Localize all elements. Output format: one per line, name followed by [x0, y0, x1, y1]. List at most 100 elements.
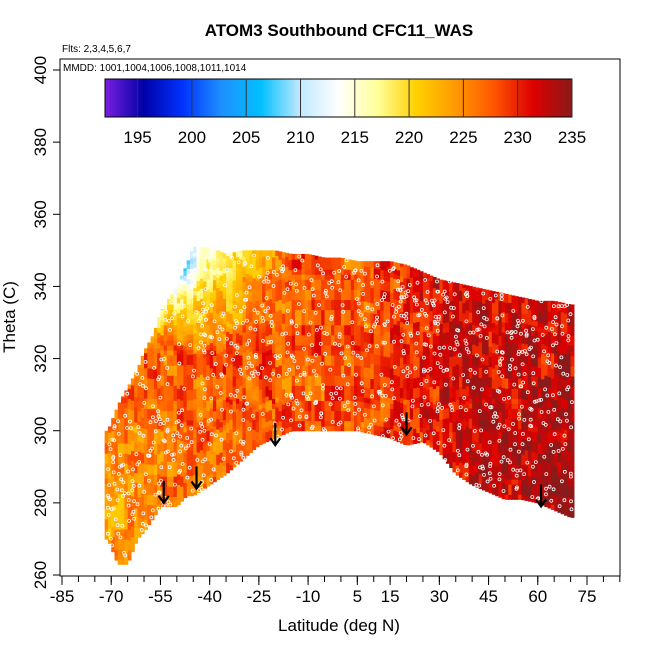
heatmap-cell: [488, 326, 493, 332]
heatmap-cell: [206, 430, 211, 436]
heatmap-cell: [193, 277, 198, 284]
heatmap-cell: [436, 319, 440, 326]
heatmap-cell: [518, 307, 522, 313]
heatmap-cell: [459, 300, 463, 307]
heatmap-cell: [124, 427, 129, 434]
heatmap-cell: [377, 278, 381, 285]
heatmap-cell: [196, 335, 201, 342]
heatmap-cell: [183, 310, 188, 317]
heatmap-cell: [203, 397, 207, 403]
heatmap-cell: [399, 341, 404, 348]
heatmap-cell: [121, 523, 125, 530]
heatmap-cell: [235, 272, 240, 278]
heatmap-cell: [524, 454, 529, 461]
heatmap-cell: [488, 411, 493, 418]
heatmap-cell: [216, 383, 221, 390]
heatmap-cell: [249, 406, 253, 413]
heatmap-cell: [229, 419, 234, 425]
heatmap-cell: [255, 416, 260, 422]
heatmap-cell: [508, 489, 513, 495]
heatmap-cell: [288, 284, 293, 291]
heatmap-cell: [514, 398, 519, 404]
heatmap-cell: [357, 385, 362, 392]
heatmap-cell: [521, 469, 526, 475]
heatmap-cell: [350, 349, 355, 356]
heatmap-cell: [278, 380, 283, 386]
heatmap-cell: [229, 388, 234, 395]
heatmap-cell: [183, 280, 188, 286]
heatmap-cell: [422, 397, 427, 403]
heatmap-cell: [495, 440, 500, 446]
heatmap-cell: [153, 337, 158, 344]
heatmap-cell: [235, 282, 240, 288]
heatmap-cell: [268, 399, 273, 406]
heatmap-cell: [468, 387, 473, 394]
heatmap-cell: [413, 372, 417, 379]
heatmap-cell: [226, 290, 230, 297]
heatmap-cell: [163, 400, 168, 407]
heatmap-cell: [521, 393, 526, 400]
heatmap-cell: [226, 401, 230, 408]
heatmap-cell: [455, 470, 460, 476]
heatmap-cell: [157, 398, 162, 404]
heatmap-cell: [294, 339, 299, 346]
heatmap-cell: [491, 448, 496, 455]
heatmap-cell: [268, 429, 273, 436]
heatmap-cell: [344, 279, 349, 285]
heatmap-cell: [432, 439, 437, 445]
heatmap-cell: [462, 358, 467, 364]
heatmap-cell: [327, 420, 332, 427]
heatmap-cell: [288, 391, 293, 397]
heatmap-cell: [426, 274, 431, 279]
heatmap-cell: [298, 395, 303, 402]
heatmap-cell: [262, 281, 267, 288]
heatmap-cell: [347, 274, 352, 280]
heatmap-cell: [153, 383, 158, 389]
heatmap-cell: [393, 364, 398, 370]
heatmap-cell: [482, 444, 486, 451]
heatmap-cell: [180, 430, 185, 436]
heatmap-cell: [150, 393, 155, 400]
heatmap-cell: [121, 559, 125, 565]
heatmap-cell: [255, 406, 260, 412]
heatmap-cell: [478, 291, 483, 298]
heatmap-cell: [504, 373, 509, 379]
heatmap-cell: [413, 268, 417, 273]
heatmap-cell: [226, 305, 230, 312]
heatmap-cell: [196, 325, 201, 332]
heatmap-cell: [482, 439, 486, 446]
heatmap-cell: [344, 425, 349, 432]
heatmap-cell: [442, 438, 447, 445]
heatmap-cell: [219, 330, 224, 337]
heatmap-cell: [511, 438, 516, 445]
heatmap-cell: [150, 403, 155, 410]
heatmap-cell: [222, 379, 227, 385]
heatmap-cell: [327, 410, 332, 417]
heatmap-cell: [216, 277, 221, 284]
heatmap-cell: [498, 431, 503, 438]
heatmap-cell: [160, 360, 165, 366]
heatmap-cell: [426, 399, 431, 405]
heatmap-cell: [153, 352, 158, 359]
heatmap-cell: [127, 433, 132, 440]
heatmap-cell: [488, 442, 493, 448]
heatmap-cell: [235, 327, 240, 334]
heatmap-cell: [137, 461, 142, 468]
heatmap-cell: [203, 321, 207, 328]
heatmap-cell: [475, 340, 480, 347]
heatmap-cell: [373, 389, 378, 395]
heatmap-cell: [170, 365, 175, 371]
heatmap-cell: [478, 377, 483, 383]
heatmap-cell: [252, 282, 257, 289]
heatmap-cell: [485, 289, 490, 295]
heatmap-cell: [363, 275, 368, 282]
heatmap-cell: [291, 259, 296, 265]
heatmap-cell: [337, 309, 342, 316]
heatmap-cell: [383, 305, 388, 312]
heatmap-cell: [475, 287, 480, 291]
heatmap-cell: [186, 263, 191, 269]
heatmap-cell: [226, 285, 230, 292]
heatmap-cell: [386, 351, 391, 358]
heatmap-cell: [482, 409, 486, 415]
heatmap-cell: [144, 463, 148, 470]
